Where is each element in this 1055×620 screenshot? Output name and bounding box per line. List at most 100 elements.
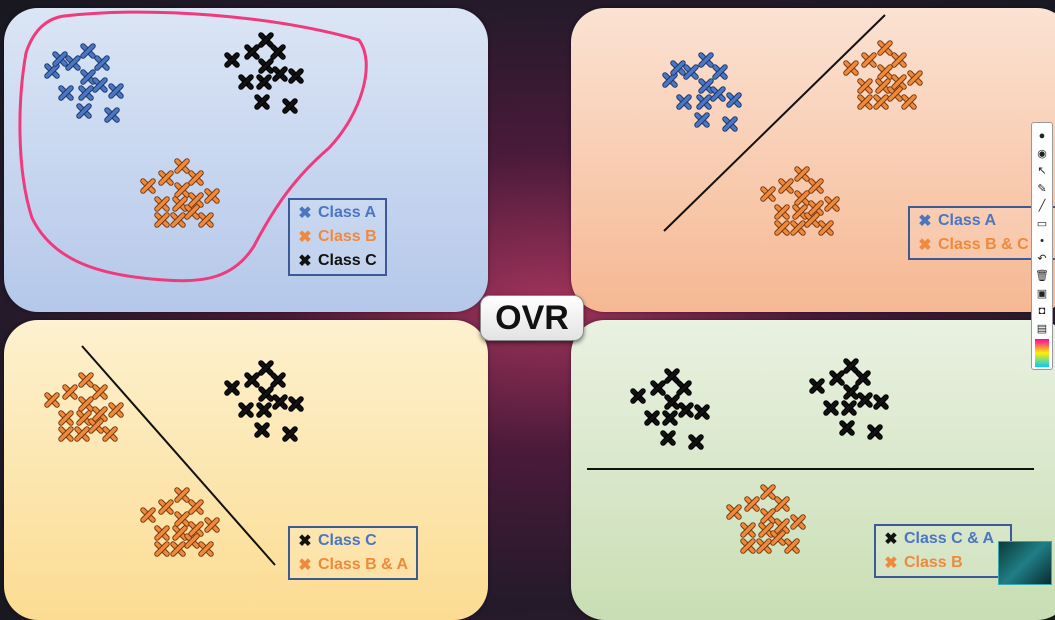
class-a-marker-icon (696, 94, 712, 110)
scatter-plot-a-vs-rest (662, 14, 923, 236)
class-b-marker-icon (877, 64, 893, 80)
class-b-marker-icon (887, 86, 903, 102)
class-c-marker-icon (254, 94, 270, 110)
legend-item-class-b: ✖ Class B (298, 227, 376, 247)
class-b-marker-icon (760, 484, 776, 500)
class-c-marker-icon (272, 66, 288, 82)
class-b-marker-icon (174, 487, 190, 503)
legend-label: Class B & A (318, 556, 409, 573)
legend-item-class-a: ✖ Class A (298, 203, 377, 223)
class-b-marker-icon (140, 507, 156, 523)
class-a-marker-icon (108, 83, 124, 99)
class-b-marker-icon (790, 514, 806, 530)
class-a-marker-icon (52, 51, 68, 67)
class-a-marker-icon (80, 43, 96, 59)
class-c-marker-icon (676, 380, 692, 396)
camera-icon[interactable]: ◘ (1038, 305, 1046, 317)
class-a-marker-icon: ✖ (918, 213, 932, 230)
class-c-marker-icon (258, 32, 274, 48)
class-a-marker-icon (698, 78, 714, 94)
class-a-marker-icon (670, 60, 686, 76)
class-b-marker-icon (174, 182, 190, 198)
clipboard-icon[interactable]: ▤ (1036, 322, 1048, 335)
panel-class-b-vs-rest: ✖ Class C & A ✖ Class B (571, 320, 1055, 620)
class-a-marker-icon (58, 85, 74, 101)
highlight-loop (18, 10, 368, 283)
trash-icon[interactable]: 🗑 (1035, 270, 1049, 282)
class-a-marker-icon (78, 85, 94, 101)
class-b-marker-icon (792, 204, 808, 220)
class-b-marker-icon (170, 212, 186, 228)
class-a-marker-icon (65, 55, 81, 71)
class-b-marker-icon (62, 384, 78, 400)
class-b-marker-icon (873, 94, 889, 110)
class-c-marker-icon (288, 68, 304, 84)
bulb-icon[interactable]: ● (1038, 130, 1046, 142)
legend-item-class-a: ✖ Class A (918, 211, 1055, 231)
class-b-marker-icon (140, 178, 156, 194)
class-a-marker-icon (698, 52, 714, 68)
class-c-marker-icon (270, 44, 286, 60)
class-c-marker-icon: ✖ (298, 533, 312, 550)
class-b-marker-icon (843, 60, 859, 76)
class-b-marker-icon (774, 518, 790, 534)
class-c-marker-icon (644, 410, 660, 426)
undo-icon[interactable]: ↶ (1037, 252, 1047, 265)
class-c-marker-icon (823, 400, 839, 416)
dot-icon[interactable]: • (1040, 235, 1044, 247)
legend-label: Class B (904, 554, 963, 571)
line-icon[interactable]: ╱ (1038, 200, 1046, 212)
eraser-icon[interactable]: ▭ (1036, 217, 1048, 230)
class-b-marker-icon (740, 522, 756, 538)
class-c-marker-icon (855, 370, 871, 386)
eye-icon[interactable]: ◉ (1037, 147, 1047, 160)
legend-b-vs-rest: ✖ Class C & A ✖ Class B (874, 524, 1012, 578)
class-b-marker-icon (154, 196, 170, 212)
legend-label: Class B & C (938, 236, 1029, 253)
annotation-toolbar[interactable]: ● ◉ ↖ ✎ ╱ ▭ • ↶ 🗑 ▣ ◘ ▤ (1031, 122, 1053, 370)
class-a-marker-icon (92, 77, 108, 93)
scatter-plot-all-classes (18, 10, 368, 283)
class-b-marker-icon: ✖ (884, 555, 898, 572)
class-b-marker-icon (188, 521, 204, 537)
class-c-marker-icon (256, 74, 272, 90)
class-c-marker-icon (841, 400, 857, 416)
class-c-marker-icon (843, 358, 859, 374)
pen-icon[interactable]: ✎ (1037, 182, 1047, 195)
cursor-icon[interactable]: ↖ (1037, 165, 1047, 177)
class-b-marker-icon: ✖ (298, 229, 312, 246)
class-b-marker-icon (857, 78, 873, 94)
class-b-marker-icon (877, 40, 893, 56)
class-a-marker-icon (104, 107, 120, 123)
class-a-marker-icon (726, 92, 742, 108)
class-a-marker-icon (94, 55, 110, 71)
class-b-marker-icon (172, 525, 188, 541)
palette-icon[interactable] (1035, 339, 1049, 367)
panel-class-c-vs-rest: ✖ Class C ✖ Class B & A (4, 320, 488, 620)
class-c-marker-icon (867, 424, 883, 440)
class-c-marker-icon (678, 402, 694, 418)
class-b-marker-icon (188, 192, 204, 208)
class-b-marker-icon (188, 170, 204, 186)
class-b-marker-icon (740, 538, 756, 554)
panel-class-a-vs-rest: ✖ Class A ✖ Class B & C (571, 8, 1055, 312)
decision-boundary (663, 14, 886, 232)
class-b-marker-icon (861, 52, 877, 68)
class-c-marker-icon (258, 58, 274, 74)
class-b-marker-icon (808, 178, 824, 194)
legend-label: Class A (938, 212, 997, 229)
class-b-marker-icon (875, 78, 891, 94)
class-b-marker-icon (770, 530, 786, 546)
class-c-marker-icon (630, 388, 646, 404)
class-b-marker-icon (78, 396, 94, 412)
class-b-marker-icon (174, 511, 190, 527)
class-b-marker-icon (901, 94, 917, 110)
class-c-marker-icon (688, 434, 704, 450)
class-b-marker-icon: ✖ (298, 557, 312, 574)
class-b-marker-icon (158, 499, 174, 515)
screen-icon[interactable]: ▣ (1036, 287, 1048, 300)
class-b-marker-icon (784, 538, 800, 554)
class-c-marker-icon (244, 372, 260, 388)
decision-boundary (81, 345, 276, 566)
class-b-marker-icon (44, 392, 60, 408)
